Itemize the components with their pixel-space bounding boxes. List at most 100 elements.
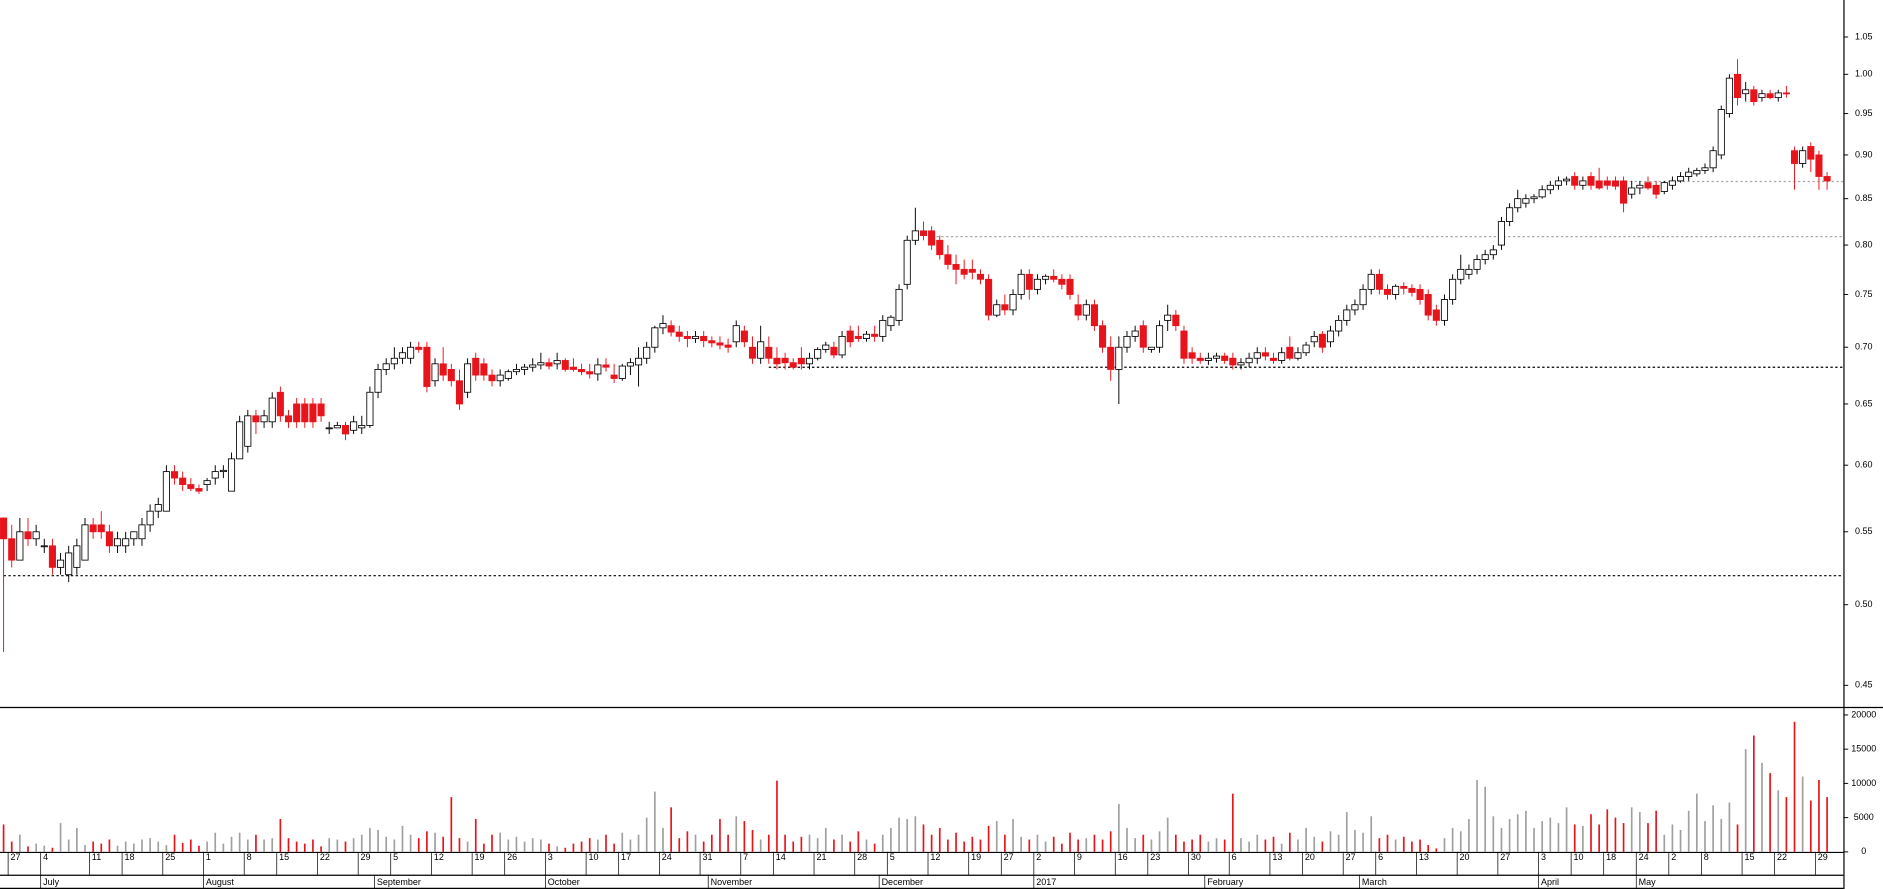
volume-bar bbox=[653, 791, 656, 852]
candle-body bbox=[1530, 196, 1538, 200]
candle-body bbox=[1408, 287, 1416, 293]
candle-body bbox=[1009, 294, 1017, 311]
candle-body bbox=[162, 471, 170, 512]
candle-body bbox=[1172, 314, 1180, 327]
candle-body bbox=[488, 374, 496, 382]
volume-bar bbox=[515, 836, 518, 852]
candle-body bbox=[944, 254, 952, 265]
month-label: August bbox=[206, 877, 235, 887]
volume-bar bbox=[710, 834, 713, 852]
volume-bar bbox=[857, 831, 860, 852]
volume-bar bbox=[336, 839, 339, 852]
x-tick-label: 24 bbox=[1639, 852, 1649, 862]
candle-body bbox=[822, 344, 830, 350]
volume-bar bbox=[1061, 843, 1063, 852]
candle-body bbox=[1636, 184, 1644, 189]
candle-body bbox=[1554, 180, 1562, 186]
volume-bar bbox=[108, 839, 111, 852]
candle-body bbox=[936, 239, 944, 256]
volume-bar bbox=[255, 834, 257, 852]
volume-bar bbox=[955, 832, 957, 852]
candle-body bbox=[1790, 150, 1799, 164]
x-tick-label: 24 bbox=[662, 852, 672, 862]
candle-body bbox=[1823, 176, 1831, 182]
volume-bar bbox=[930, 834, 933, 852]
volume-bar bbox=[670, 807, 672, 852]
volume-bar bbox=[1272, 836, 1275, 852]
volume-bar bbox=[59, 823, 62, 852]
volume-bar bbox=[499, 832, 502, 852]
candle-body bbox=[545, 362, 553, 367]
y-tick-label: 0.95 bbox=[1855, 108, 1873, 118]
candle-body bbox=[1677, 176, 1685, 182]
candle-body bbox=[1742, 89, 1750, 95]
candle-body bbox=[105, 531, 113, 547]
volume-bar bbox=[1386, 834, 1389, 852]
candle-body bbox=[985, 278, 993, 316]
candle-body bbox=[179, 477, 187, 485]
volume-bar bbox=[198, 845, 200, 852]
x-tick-label: 27 bbox=[1500, 852, 1510, 862]
volume-bar bbox=[426, 831, 428, 852]
volume-bar bbox=[1020, 836, 1023, 852]
volume-bar bbox=[613, 843, 615, 852]
volume-bar bbox=[1362, 832, 1364, 852]
candle-body bbox=[333, 425, 341, 429]
x-tick-label: 26 bbox=[507, 852, 517, 862]
volume-bar bbox=[1012, 818, 1014, 852]
volume-bar bbox=[1622, 823, 1625, 852]
volume-bar bbox=[393, 839, 396, 852]
x-tick-label: 5 bbox=[393, 852, 398, 862]
candle-body bbox=[1001, 304, 1009, 311]
candle-body bbox=[1278, 352, 1286, 361]
candle-body bbox=[1815, 154, 1823, 177]
candle-body bbox=[195, 488, 203, 492]
y-tick-label: 0.50 bbox=[1855, 599, 1873, 609]
volume-bar bbox=[1199, 834, 1202, 852]
x-tick-label: 8 bbox=[247, 852, 252, 862]
candle-body bbox=[871, 333, 879, 337]
volume-bar bbox=[841, 834, 843, 852]
volume-bar bbox=[1769, 773, 1771, 852]
candle-body bbox=[81, 524, 89, 561]
x-tick-label: 15 bbox=[279, 852, 289, 862]
volume-bar bbox=[767, 834, 770, 852]
month-label: September bbox=[377, 877, 421, 887]
volume-bar bbox=[287, 838, 290, 852]
candle-body bbox=[97, 524, 105, 533]
candle-body bbox=[1139, 325, 1147, 348]
volume-bar bbox=[230, 836, 233, 852]
candle-body bbox=[439, 363, 447, 376]
volume-bar bbox=[1036, 834, 1039, 852]
candle-body bbox=[700, 335, 708, 342]
volume-bar bbox=[1435, 848, 1438, 852]
y-tick-label: 0.90 bbox=[1855, 149, 1873, 159]
candle-body bbox=[1538, 189, 1546, 198]
volume-bar bbox=[1101, 839, 1104, 852]
y-tick-label: 0.75 bbox=[1855, 289, 1873, 299]
candle-body bbox=[1733, 73, 1742, 99]
volume-bar bbox=[1728, 802, 1731, 852]
candle-body bbox=[610, 374, 618, 379]
volume-bar bbox=[279, 818, 282, 852]
candle-body bbox=[16, 531, 24, 561]
candle-body bbox=[952, 264, 960, 270]
candle-body bbox=[358, 425, 366, 429]
volume-bar bbox=[1044, 841, 1047, 852]
volume-bar bbox=[1150, 839, 1153, 852]
volume-bar bbox=[1752, 735, 1755, 852]
volume-bar bbox=[181, 842, 184, 852]
volume-bar bbox=[947, 839, 949, 852]
volume-bar bbox=[963, 841, 966, 852]
volume-bar bbox=[1647, 823, 1649, 852]
candle-body bbox=[594, 364, 602, 375]
volume-bar bbox=[1468, 818, 1470, 852]
volume-bar bbox=[1313, 836, 1316, 852]
candle-body bbox=[1611, 180, 1619, 187]
candle-body bbox=[1563, 178, 1571, 182]
candle-body bbox=[667, 325, 675, 333]
candle-body bbox=[683, 335, 691, 339]
candle-body bbox=[1082, 304, 1090, 316]
volume-bar bbox=[702, 841, 705, 852]
